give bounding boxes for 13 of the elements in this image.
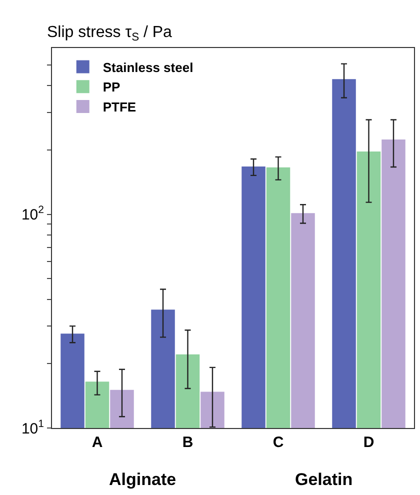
x-tick-label: B bbox=[182, 434, 194, 451]
legend-label: PP bbox=[102, 80, 121, 95]
legend-label: Stainless steel bbox=[102, 60, 194, 75]
x-tick-label: C bbox=[272, 434, 284, 451]
x-tick-label: A bbox=[92, 434, 103, 451]
chart-title: Slip stress τ bbox=[47, 24, 132, 41]
text: Alginate bbox=[109, 470, 176, 489]
legend-label: PTFE bbox=[102, 100, 136, 115]
text: Gelatin bbox=[295, 470, 353, 489]
x-tick-label: D bbox=[363, 434, 374, 451]
y-tick-label: 10$^{1}$ bbox=[21, 418, 44, 438]
y-tick-label: 10$^{2}$ bbox=[21, 204, 44, 224]
text: $_{S}$ / Pa bbox=[132, 24, 172, 44]
